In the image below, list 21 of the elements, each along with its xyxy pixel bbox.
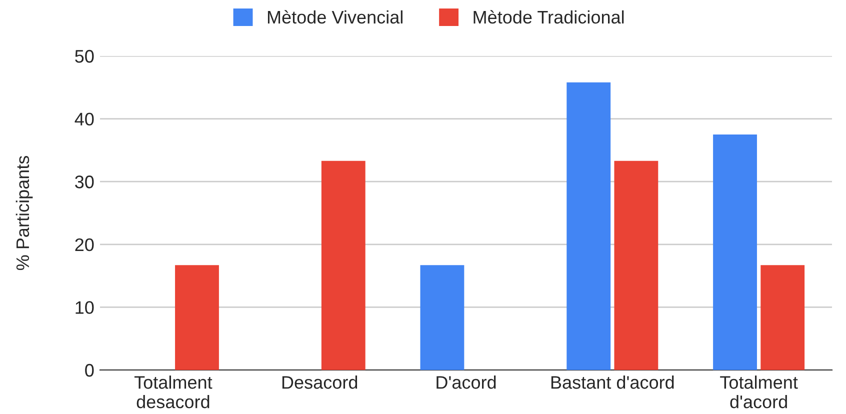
x-tick-label: Desacord <box>282 376 358 389</box>
bar <box>321 160 366 370</box>
y-tick-label: 0 <box>85 364 94 377</box>
legend-label: Mètode Tradicional <box>474 10 624 24</box>
y-tick-label: 50 <box>75 50 94 63</box>
y-tick-label: 10 <box>76 301 94 314</box>
x-tick-label: Bastant d'acord <box>551 376 674 389</box>
bar <box>175 265 219 370</box>
x-tick-label: Totalment desacord <box>134 376 212 408</box>
bar <box>566 82 611 370</box>
y-tick-label: 20 <box>75 238 94 252</box>
bar <box>760 265 805 370</box>
x-tick-label: Totalment d'acord <box>720 376 798 408</box>
y-tick-label: 30 <box>75 176 94 188</box>
y-axis-title: % Participants <box>16 156 33 270</box>
bar <box>420 265 464 370</box>
bar <box>614 160 658 370</box>
legend-label: Mètode Vivencial <box>268 10 402 24</box>
bar <box>713 134 757 370</box>
x-tick-label: D'acord <box>436 376 496 389</box>
y-tick-label: 40 <box>74 112 94 126</box>
